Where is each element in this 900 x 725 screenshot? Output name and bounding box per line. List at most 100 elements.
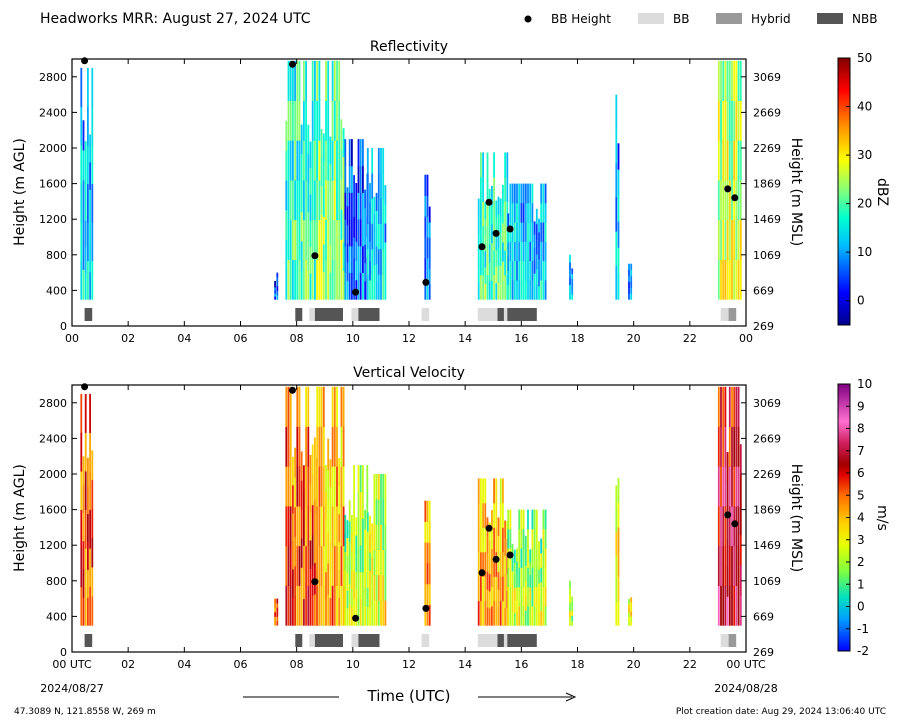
echo-column: [524, 595, 527, 611]
echo-column: [502, 600, 504, 626]
colorbar-tick-label: 0: [857, 294, 865, 308]
echo-column: [316, 259, 319, 300]
echo-column: [728, 259, 731, 300]
echo-column: [720, 585, 722, 626]
echo-column: [296, 100, 299, 141]
echo-column: [502, 184, 504, 205]
echo-column: [292, 569, 294, 598]
echo-region: [274, 598, 279, 626]
echo-column: [499, 527, 502, 553]
echo-column: [480, 274, 482, 300]
echo-column: [359, 545, 362, 573]
echo-column: [314, 140, 316, 181]
echo-column: [540, 202, 543, 223]
x-tick-label: 22: [683, 658, 697, 671]
echo-column: [89, 586, 91, 626]
echo-column: [340, 119, 343, 150]
legend-item: Hybrid: [716, 12, 791, 26]
echo-column: [533, 286, 536, 300]
echo-column: [424, 237, 427, 259]
echo-column: [311, 595, 314, 626]
echo-region: [366, 474, 387, 626]
echo-column: [522, 606, 525, 626]
echo-column: [307, 545, 310, 586]
echo-column: [338, 513, 341, 543]
echo-column: [538, 272, 540, 287]
echo-column: [364, 281, 366, 300]
echo-column: [91, 479, 94, 510]
echo-column: [384, 204, 387, 224]
echo-column: [89, 471, 91, 510]
echo-column: [628, 281, 630, 288]
echo-column: [724, 585, 727, 626]
x-tick-label: 18: [571, 658, 585, 671]
echo-column: [329, 245, 332, 273]
echo-column: [359, 192, 362, 220]
bb-type-bar-bb: [720, 634, 729, 647]
echo-column: [348, 165, 351, 193]
echo-column: [486, 571, 489, 590]
echo-column: [357, 518, 360, 546]
echo-column: [373, 265, 376, 283]
y-tick-label-right: 1869: [753, 178, 781, 191]
echo-column: [91, 596, 94, 626]
echo-column: [495, 266, 498, 284]
echo-column: [348, 192, 351, 220]
echo-column: [477, 265, 480, 283]
echo-column: [720, 100, 722, 141]
y-tick-label-right: 3069: [753, 71, 781, 84]
echo-column: [314, 180, 316, 221]
echo-column: [428, 500, 431, 522]
echo-column: [542, 606, 545, 626]
echo-column: [87, 597, 89, 626]
colorbar-tick-label: 1: [857, 577, 865, 591]
echo-column: [726, 509, 729, 540]
echo-column: [488, 556, 491, 575]
echo-column: [340, 179, 343, 210]
y-tick-label: 400: [46, 610, 67, 623]
bb-type-bar-nbb: [314, 308, 343, 321]
echo-column: [544, 528, 547, 549]
echo-column: [369, 241, 371, 261]
echo-column: [531, 280, 534, 300]
echo-column: [615, 602, 618, 626]
echo-column: [366, 568, 369, 588]
echo-column: [542, 241, 545, 262]
echo-column: [617, 576, 620, 602]
echo-column: [351, 606, 353, 626]
echo-column: [520, 548, 523, 568]
echo-column: [495, 200, 498, 218]
echo-column: [359, 571, 362, 599]
echo-column: [292, 541, 294, 570]
echo-column: [333, 219, 336, 260]
echo-column: [314, 60, 316, 101]
echo-column: [615, 265, 618, 300]
echo-column: [522, 280, 525, 300]
echo-column: [538, 218, 540, 233]
echo-column: [300, 270, 303, 300]
echo-column: [477, 232, 480, 250]
echo-column: [533, 234, 536, 248]
echo-column: [331, 140, 334, 181]
echo-column: [488, 591, 491, 609]
x-tick-label: 20: [627, 332, 641, 345]
echo-column: [511, 584, 514, 599]
echo-column: [739, 140, 742, 181]
echo-column: [322, 133, 325, 162]
echo-column: [298, 386, 301, 427]
echo-column: [544, 183, 547, 204]
echo-column: [331, 60, 334, 101]
legend-label: Hybrid: [751, 12, 791, 26]
echo-column: [722, 259, 725, 300]
echo-column: [377, 248, 380, 275]
echo-column: [739, 474, 742, 505]
echo-column: [320, 185, 323, 215]
echo-column: [542, 567, 545, 588]
echo-column: [287, 426, 290, 467]
echo-column: [540, 610, 543, 626]
echo-column: [351, 219, 353, 247]
y-axis-label: Height (m AGL): [12, 138, 28, 246]
echo-region: [316, 60, 345, 300]
echo-column: [373, 213, 376, 232]
echo-column: [303, 572, 305, 600]
